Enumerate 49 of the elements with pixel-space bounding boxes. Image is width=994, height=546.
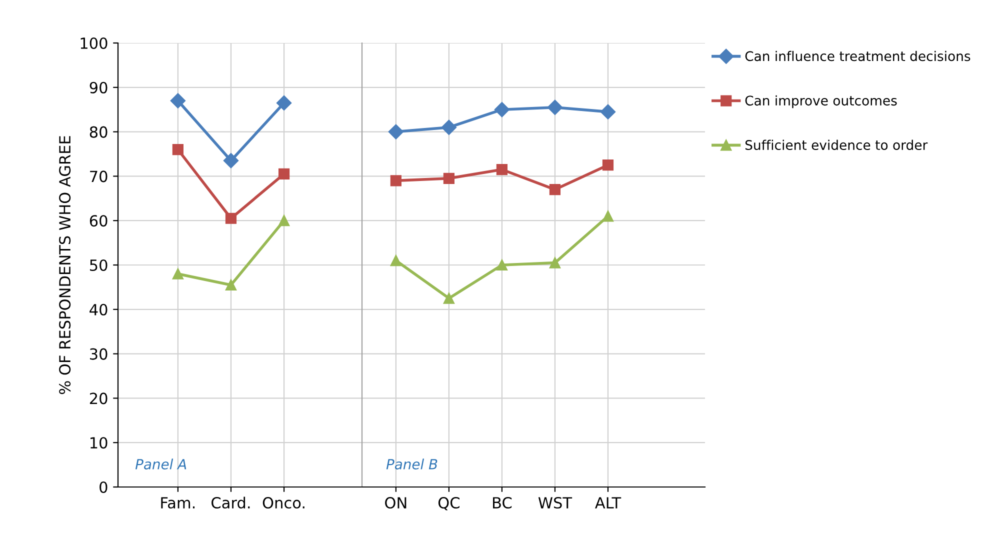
point: [600, 104, 616, 120]
y-tick-label: 80: [90, 126, 108, 138]
y-tick-label: 90: [90, 82, 108, 94]
point: [441, 120, 457, 135]
x-tick-label: Fam.: [161, 497, 195, 509]
point: [172, 268, 184, 280]
point: [170, 93, 186, 108]
y-tick-label: 0: [100, 481, 108, 494]
y-tick-label: 40: [90, 304, 108, 316]
y-axis-title: % OF RESPONDENTS WHO AGREE: [59, 136, 71, 394]
point: [443, 292, 454, 304]
x-tick-label: Card.: [212, 496, 250, 509]
point: [390, 255, 402, 266]
point: [225, 279, 237, 291]
y-tick-label: 60: [90, 215, 108, 227]
y-tick-label: 100: [80, 37, 108, 50]
annotation: Panel B: [386, 458, 438, 470]
x-tick-label: QC: [438, 496, 460, 510]
point: [443, 172, 454, 184]
legend-label: Can improve outcomes: [745, 95, 897, 108]
y-tick-label: 20: [90, 392, 108, 404]
y-tick-label: 30: [90, 348, 108, 360]
point: [547, 100, 563, 115]
point: [172, 144, 184, 156]
point: [223, 153, 239, 168]
x-tick-label: BC: [493, 496, 512, 509]
point: [390, 175, 402, 186]
point: [496, 164, 508, 176]
legend-label: Can influence treatment decisions: [745, 50, 970, 62]
point: [278, 168, 290, 180]
x-tick-label: WST: [538, 496, 572, 509]
y-tick-label: 50: [90, 259, 108, 272]
annotation: Panel A: [135, 458, 186, 470]
point: [549, 257, 561, 268]
point: [496, 259, 508, 271]
x-tick-label: Onco.: [262, 496, 304, 509]
y-tick-label: 70: [90, 170, 108, 182]
point: [225, 212, 237, 224]
point: [602, 210, 614, 222]
point: [549, 184, 561, 196]
x-tick-label: ALT: [595, 497, 622, 508]
point: [276, 95, 292, 111]
legend-label: Sufficient evidence to order: [745, 140, 928, 150]
x-tick-label: ON: [385, 496, 406, 509]
point: [278, 215, 290, 226]
point: [602, 160, 614, 171]
point: [494, 102, 510, 118]
point: [388, 124, 404, 140]
y-tick-label: 10: [90, 437, 108, 449]
